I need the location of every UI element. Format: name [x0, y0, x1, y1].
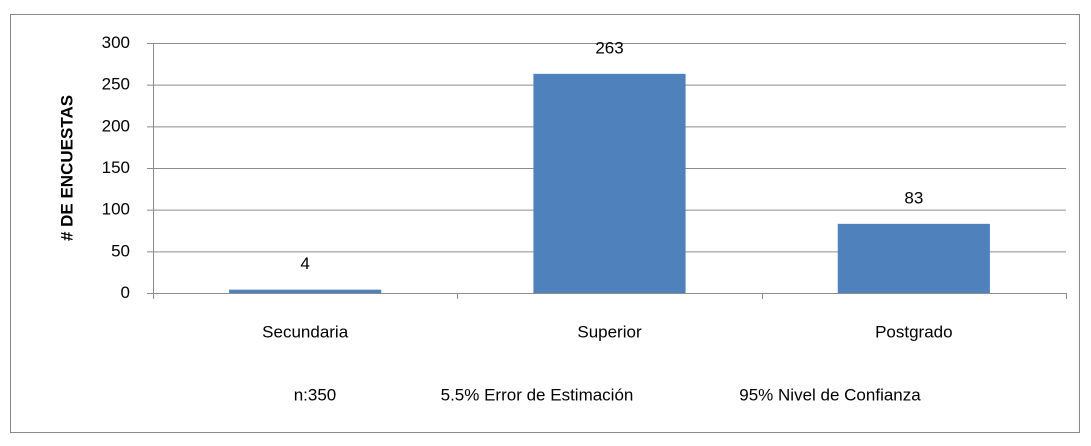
x-tick-label: Secundaria	[262, 322, 349, 341]
y-tick-label: 50	[111, 241, 130, 260]
bar	[837, 223, 990, 293]
y-tick-label: 200	[102, 116, 130, 135]
footnote: 5.5% Error de Estimación	[441, 385, 634, 404]
data-label: 263	[595, 38, 623, 57]
y-tick-label: 250	[102, 75, 130, 94]
y-tick-label: 150	[102, 158, 130, 177]
bar	[229, 289, 382, 293]
x-tick-label: Superior	[577, 322, 642, 341]
y-tick-label: 300	[102, 33, 130, 52]
data-label: 4	[300, 254, 309, 273]
y-tick-label: 0	[121, 283, 130, 302]
y-tick-label: 100	[102, 200, 130, 219]
bar	[533, 73, 686, 293]
data-label: 83	[904, 188, 923, 207]
footnote: n:350	[294, 385, 337, 404]
x-tick-label: Postgrado	[875, 322, 953, 341]
footnote: 95% Nivel de Confianza	[739, 385, 921, 404]
y-axis-label: # DE ENCUESTAS	[57, 95, 76, 241]
